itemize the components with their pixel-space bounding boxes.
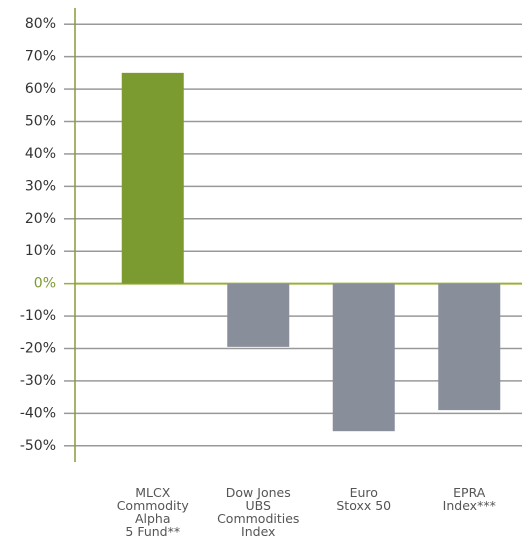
y-tick-label: -50%	[20, 438, 56, 454]
y-tick-label: 50%	[25, 114, 56, 130]
y-tick-label: 70%	[25, 49, 56, 65]
y-tick-label: -20%	[20, 341, 56, 357]
bar	[332, 283, 395, 432]
y-tick-label: 60%	[25, 81, 56, 97]
x-tick-label: MLCX Commodity Alpha 5 Fund**	[116, 485, 189, 539]
y-tick-label: 20%	[25, 211, 56, 227]
y-tick-label: 40%	[25, 146, 56, 162]
y-tick-label: 80%	[25, 16, 56, 32]
bar	[227, 283, 290, 347]
y-tick-label: -10%	[20, 308, 56, 324]
x-tick-label: Euro Stoxx 50	[336, 485, 392, 513]
y-tick-label: 10%	[25, 243, 56, 259]
y-tick-label: -30%	[20, 373, 56, 389]
x-tick-label: EPRA Index***	[442, 485, 496, 513]
y-tick-label: 30%	[25, 178, 56, 194]
x-tick-label: Dow Jones UBS Commodities Index	[217, 485, 300, 539]
bar	[438, 283, 501, 411]
y-tick-label: 0%	[34, 276, 56, 292]
y-tick-label: -40%	[20, 405, 56, 421]
bar	[121, 72, 184, 284]
